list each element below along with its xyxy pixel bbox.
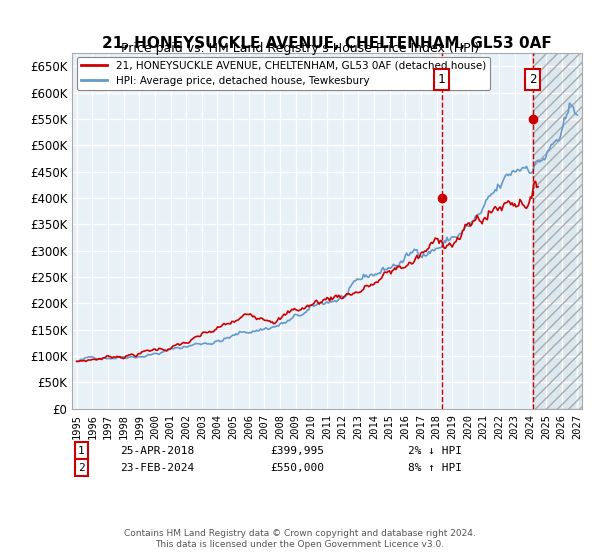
Legend: 21, HONEYSUCKLE AVENUE, CHELTENHAM, GL53 0AF (detached house), HPI: Average pric: 21, HONEYSUCKLE AVENUE, CHELTENHAM, GL53… [77, 57, 490, 90]
Text: 2: 2 [78, 463, 85, 473]
Bar [533, 53, 585, 409]
Text: 1: 1 [438, 73, 445, 86]
Text: £550,000: £550,000 [270, 463, 324, 473]
Title: 21, HONEYSUCKLE AVENUE, CHELTENHAM, GL53 0AF: 21, HONEYSUCKLE AVENUE, CHELTENHAM, GL53… [102, 36, 552, 50]
Text: Price paid vs. HM Land Registry's House Price Index (HPI): Price paid vs. HM Land Registry's House … [121, 42, 479, 55]
Bar [533, 53, 585, 409]
Text: 2% ↓ HPI: 2% ↓ HPI [408, 446, 462, 456]
Text: 25-APR-2018: 25-APR-2018 [120, 446, 194, 456]
Text: 1: 1 [78, 446, 85, 456]
Text: £399,995: £399,995 [270, 446, 324, 456]
Text: 2: 2 [529, 73, 536, 86]
Text: Contains HM Land Registry data © Crown copyright and database right 2024.
This d: Contains HM Land Registry data © Crown c… [124, 529, 476, 549]
Text: 23-FEB-2024: 23-FEB-2024 [120, 463, 194, 473]
Text: 8% ↑ HPI: 8% ↑ HPI [408, 463, 462, 473]
